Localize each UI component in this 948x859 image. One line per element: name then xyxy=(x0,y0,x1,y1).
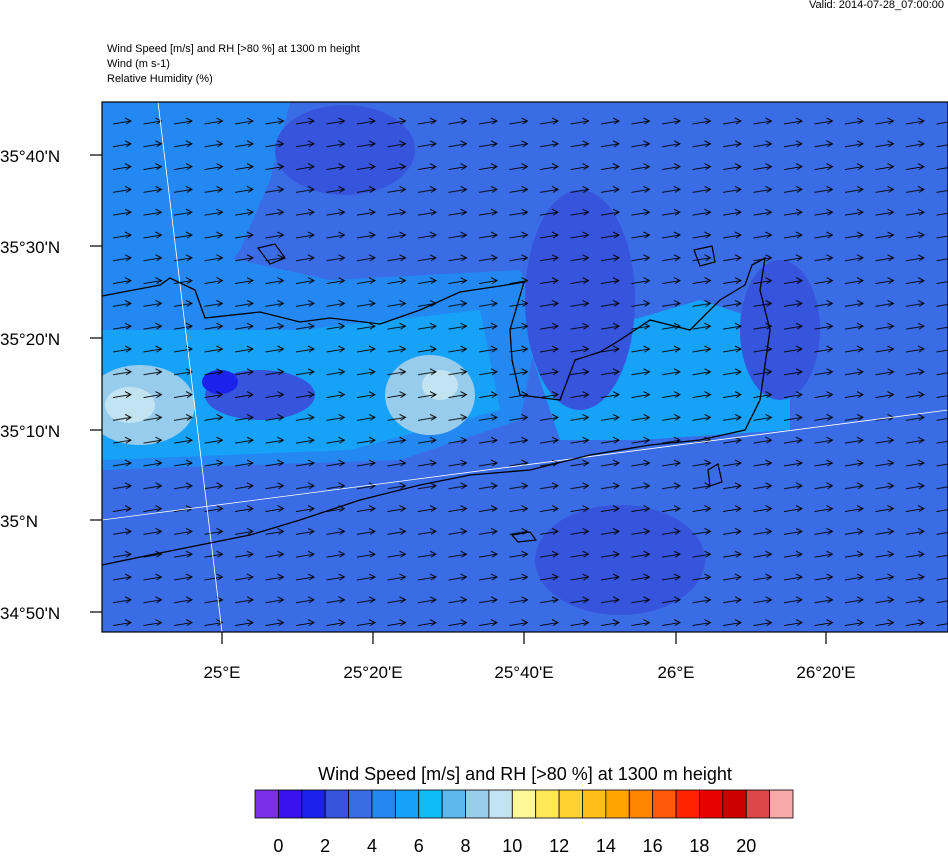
colorbar-box xyxy=(418,789,443,819)
colorbar-box xyxy=(675,789,700,819)
colorbar-label: 6 xyxy=(414,836,424,854)
colorbar-label: 4 xyxy=(367,836,377,854)
colorbar-box xyxy=(277,789,303,819)
colorbar-box xyxy=(394,789,420,819)
colorbar-box xyxy=(371,789,396,819)
lon-label: 25°40'E xyxy=(494,663,553,682)
colorbar-box xyxy=(465,789,490,819)
colorbar-label: 14 xyxy=(596,836,616,854)
lon-label: 26°20'E xyxy=(796,663,855,682)
colorbar-box xyxy=(301,789,326,819)
colorbar: 0 2 4 6 8 10 12 14 16 18 20 xyxy=(254,789,794,856)
colorbar-box xyxy=(511,789,537,819)
colorbar-box xyxy=(652,789,677,819)
lon-label: 26°E xyxy=(657,663,694,682)
title-line: Wind Speed [m/s] and RH [>80 %] at 1300 … xyxy=(107,43,360,55)
colorbar-box xyxy=(699,789,724,819)
colorbar-label: 20 xyxy=(736,836,756,854)
map-frame xyxy=(101,101,948,633)
colorbar-box xyxy=(605,789,630,819)
lat-label: 35°40'N xyxy=(0,147,60,166)
lon-label: 25°20'E xyxy=(343,663,402,682)
title-line: Relative Humidity (%) xyxy=(107,73,213,85)
colorbar-box xyxy=(628,789,654,819)
colorbar-box xyxy=(745,789,771,819)
colorbar-box xyxy=(558,789,583,819)
colorbar-box xyxy=(348,789,373,819)
colorbar-box xyxy=(488,789,513,819)
colorbar-label: 8 xyxy=(461,836,471,854)
colorbar-box xyxy=(582,789,607,819)
colorbar-title: Wind Speed [m/s] and RH [>80 %] at 1300 … xyxy=(318,764,732,784)
title-line: Wind (m s-1) xyxy=(107,58,170,70)
lon-label: 25°E xyxy=(203,663,240,682)
colorbar-box xyxy=(324,789,349,819)
colorbar-box xyxy=(769,789,794,819)
lat-label: 35°10'N xyxy=(0,422,60,441)
colorbar-label: 18 xyxy=(689,836,709,854)
colorbar-box xyxy=(441,789,466,819)
valid-time: Valid: 2014-07-28_07:00:00 xyxy=(809,0,944,11)
lat-label: 34°50'N xyxy=(0,604,60,623)
colorbar-box xyxy=(722,789,747,819)
colorbar-label: 16 xyxy=(643,836,663,854)
colorbar-box xyxy=(254,789,279,819)
lat-label: 35°N xyxy=(0,512,38,531)
lat-label: 35°20'N xyxy=(0,330,60,349)
lat-label: 35°30'N xyxy=(0,238,60,257)
colorbar-label: 10 xyxy=(502,836,522,854)
axes: 35°40'N 35°30'N 35°20'N 35°10'N 35°N 34°50'N 2… xyxy=(0,147,856,682)
colorbar-label: 2 xyxy=(320,836,330,854)
colorbar-label: 0 xyxy=(273,836,283,854)
map-field xyxy=(102,102,948,632)
colorbar-label: 12 xyxy=(549,836,569,854)
colorbar-box xyxy=(535,789,560,819)
